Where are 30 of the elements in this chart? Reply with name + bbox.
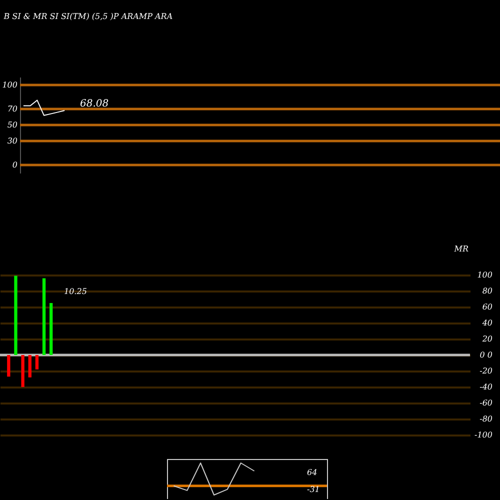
y-tick-label: -60 [480, 398, 492, 408]
y-tick-label: 70 [7, 104, 18, 114]
bar [7, 355, 10, 377]
text: 64 [307, 468, 318, 477]
bar [35, 355, 39, 370]
bar [21, 355, 24, 387]
line-series [22, 100, 66, 116]
y-tick-label: 60 [482, 302, 492, 312]
bar [50, 303, 53, 355]
y-tick-label: -80 [480, 414, 492, 424]
y-tick-label: 20 [481, 334, 492, 344]
annotation: 68.08 [80, 98, 109, 110]
y-tick-label: -20 [480, 366, 492, 376]
bar [42, 278, 46, 355]
y-tick-label: 80 [482, 286, 492, 296]
y-tick-label: 100 [477, 270, 492, 280]
chart-title: B SI & MR SI SI(TM) (5,5 )P ARAMP ARA [2, 12, 173, 21]
y-tick-label: 100 [2, 80, 18, 90]
bar [14, 276, 18, 355]
y-tick-label: -100 [474, 430, 492, 440]
text: -31 [307, 485, 320, 494]
y-tick-label: 50 [7, 120, 18, 130]
y-tick-label: 30 [7, 136, 18, 146]
y-axis-title: MR [453, 244, 468, 254]
y-tick-label: 40 [481, 318, 492, 328]
y-tick-label: 0 [12, 160, 18, 170]
bar [28, 355, 32, 378]
annotation: 10.25 [64, 287, 87, 296]
y-tick-label: 0 0 [480, 350, 492, 360]
y-tick-label: -40 [480, 382, 492, 392]
